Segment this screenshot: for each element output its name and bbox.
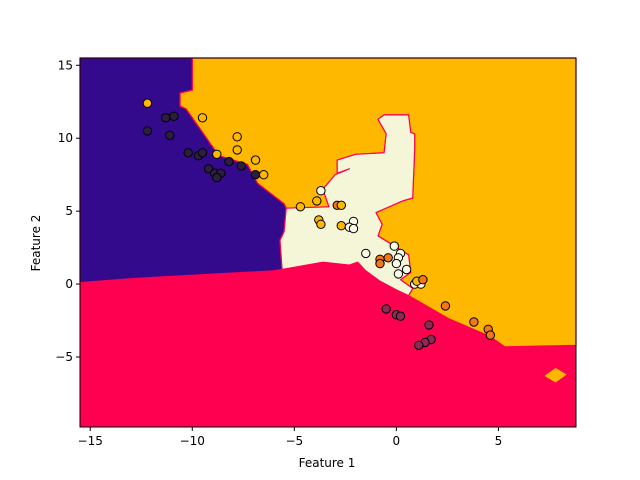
y-axis-title: Feature 2	[29, 215, 43, 272]
data-point	[440, 301, 451, 311]
data-point	[375, 258, 385, 269]
data-point	[469, 317, 479, 327]
y-tick-label: 15	[58, 58, 73, 72]
data-point	[197, 148, 208, 158]
data-point	[224, 156, 234, 167]
data-point	[401, 264, 412, 275]
data-point	[169, 111, 179, 122]
data-point	[395, 311, 406, 321]
data-point	[183, 148, 193, 158]
y-tick-label: 0	[65, 277, 73, 291]
x-tick-label: −15	[78, 434, 103, 448]
y-tick-label: 5	[65, 204, 73, 218]
data-point	[232, 132, 242, 142]
decision-region-cream-2	[279, 114, 416, 297]
data-point	[424, 320, 434, 330]
data-point	[197, 113, 208, 123]
data-point	[316, 186, 326, 196]
x-axis-title: Feature 1	[299, 456, 356, 470]
data-points	[142, 98, 495, 350]
x-tick-label: 5	[495, 434, 503, 448]
data-point	[381, 304, 391, 314]
data-point	[312, 196, 322, 206]
data-point	[142, 126, 153, 136]
data-point	[485, 330, 495, 340]
y-tick-label: −5	[55, 350, 73, 364]
data-point	[316, 219, 326, 230]
y-tick-label: 10	[58, 131, 73, 145]
data-point	[142, 98, 153, 108]
data-point	[232, 145, 242, 155]
data-point	[391, 258, 402, 269]
data-point	[212, 149, 222, 160]
x-tick-label: −5	[285, 434, 303, 448]
data-point	[389, 241, 399, 251]
data-point	[295, 202, 306, 212]
y-axis: −5 0 5 10 15	[55, 58, 80, 364]
x-tick-label: 0	[393, 434, 401, 448]
plot-frame	[79, 57, 577, 428]
data-point	[212, 172, 222, 183]
data-point	[161, 113, 171, 123]
data-point	[348, 223, 359, 234]
data-point	[250, 155, 261, 165]
decision-regions	[79, 57, 577, 384]
data-point	[165, 130, 175, 141]
data-point	[250, 170, 261, 180]
decision-region-purple-1	[79, 57, 287, 284]
data-point	[259, 170, 269, 180]
data-point	[361, 248, 371, 259]
data-point	[336, 200, 346, 211]
data-point	[393, 269, 404, 279]
decision-region-orange-3	[542, 366, 569, 384]
data-point	[336, 221, 346, 231]
data-point	[383, 253, 393, 263]
data-point	[414, 340, 424, 350]
x-axis: −15 −10 −5 0 5	[78, 427, 503, 448]
data-point	[418, 275, 428, 285]
data-point	[236, 161, 247, 171]
x-tick-label: −10	[180, 434, 205, 448]
plot-area	[79, 57, 577, 428]
